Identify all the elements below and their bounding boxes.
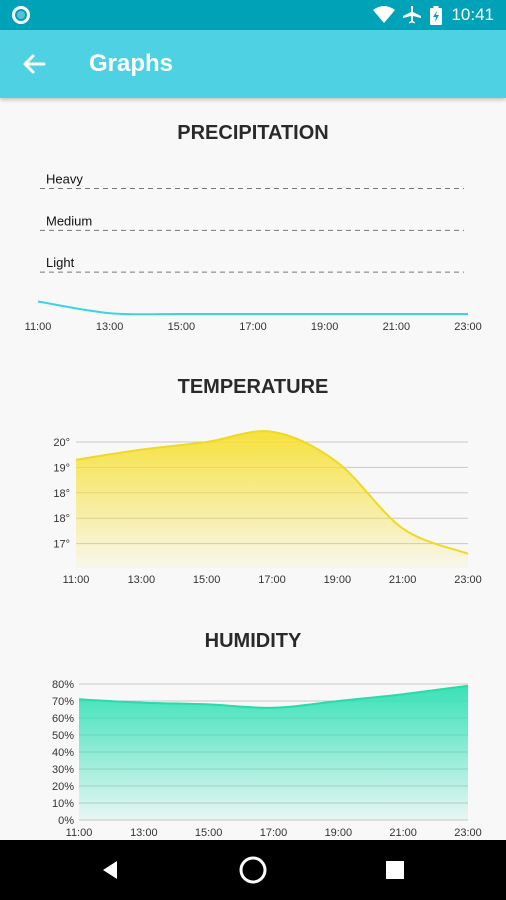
temperature-y-tick: 17°	[53, 539, 70, 551]
precipitation-chart: Heavy Medium Light 11:00 13:00 15:00 17:00 19:…	[25, 172, 482, 333]
battery-icon	[430, 6, 442, 25]
temperature-x-tick: 13:00	[128, 574, 156, 586]
precipitation-title: PRECIPITATION	[177, 122, 329, 144]
precipitation-x-tick: 15:00	[168, 321, 196, 333]
humidity-line	[78, 684, 469, 709]
humidity-x-tick: 21:00	[389, 827, 417, 839]
humidity-x-tick: 17:00	[260, 827, 288, 839]
temperature-x-tick: 19:00	[324, 574, 352, 586]
humidity-chart: 80% 70% 60% 50% 40% 30% 20% 10% 0% 11:00 13:00 15:…	[52, 679, 482, 839]
back-nav-button[interactable]	[70, 840, 150, 900]
temperature-y-tick: 20°	[53, 437, 70, 449]
humidity-y-tick: 80%	[52, 679, 74, 691]
precipitation-x-tick: 19:00	[311, 321, 339, 333]
recents-nav-button[interactable]	[355, 840, 435, 900]
humidity-x-tick: 13:00	[130, 827, 158, 839]
humidity-y-tick: 0%	[58, 815, 74, 827]
humidity-x-tick: 11:00	[66, 827, 93, 839]
temperature-area	[76, 431, 468, 568]
temperature-y-tick: 18°	[53, 488, 70, 500]
navigation-bar	[0, 840, 506, 900]
precipitation-x-tick: 17:00	[239, 321, 267, 333]
humidity-y-tick: 50%	[52, 730, 74, 742]
temperature-line	[75, 430, 469, 555]
temperature-x-tick: 11:00	[63, 574, 90, 586]
arrow-back-icon[interactable]	[20, 50, 48, 78]
humidity-x-tick: 15:00	[195, 827, 223, 839]
humidity-y-tick: 20%	[52, 781, 74, 793]
airplane-icon	[403, 6, 421, 24]
humidity-area	[79, 685, 468, 820]
precipitation-level-label: Heavy	[46, 172, 83, 187]
clock: 10:41	[451, 5, 494, 24]
temperature-title: TEMPERATURE	[177, 376, 329, 398]
home-nav-button[interactable]	[213, 840, 293, 900]
humidity-y-tick: 60%	[52, 713, 74, 725]
temperature-x-tick: 17:00	[258, 574, 286, 586]
status-bar: 10:41	[0, 0, 506, 30]
humidity-y-tick: 30%	[52, 764, 74, 776]
temperature-x-tick: 23:00	[454, 574, 482, 586]
temperature-y-tick: 19°	[53, 462, 70, 474]
page-title: Graphs	[89, 50, 174, 77]
humidity-title: HUMIDITY	[204, 630, 302, 652]
circle-home-icon	[239, 856, 267, 884]
square-recents-icon	[386, 861, 404, 879]
humidity-y-tick: 10%	[52, 798, 74, 810]
humidity-y-tick: 40%	[52, 747, 74, 759]
precipitation-x-tick: 23:00	[454, 321, 482, 333]
precipitation-x-tick: 13:00	[96, 321, 124, 333]
notification-icon	[12, 6, 30, 24]
humidity-y-tick: 70%	[52, 696, 74, 708]
humidity-x-tick: 23:00	[454, 827, 482, 839]
precipitation-x-tick: 11:00	[25, 321, 52, 333]
precipitation-line	[37, 300, 468, 316]
temperature-chart: 20° 19° 18° 18° 17° 11:00 13:00 15:00 17:00 19:0…	[53, 430, 482, 586]
humidity-x-tick: 19:00	[325, 827, 353, 839]
precipitation-x-tick: 21:00	[383, 321, 411, 333]
triangle-back-icon	[103, 861, 117, 879]
precipitation-level-label: Medium	[46, 213, 92, 228]
temperature-x-tick: 21:00	[389, 574, 417, 586]
app-bar: Graphs	[0, 30, 506, 98]
temperature-x-tick: 15:00	[193, 574, 221, 586]
precipitation-level-label: Light	[46, 255, 75, 270]
temperature-y-tick: 18°	[53, 513, 70, 525]
wifi-icon	[373, 6, 395, 23]
